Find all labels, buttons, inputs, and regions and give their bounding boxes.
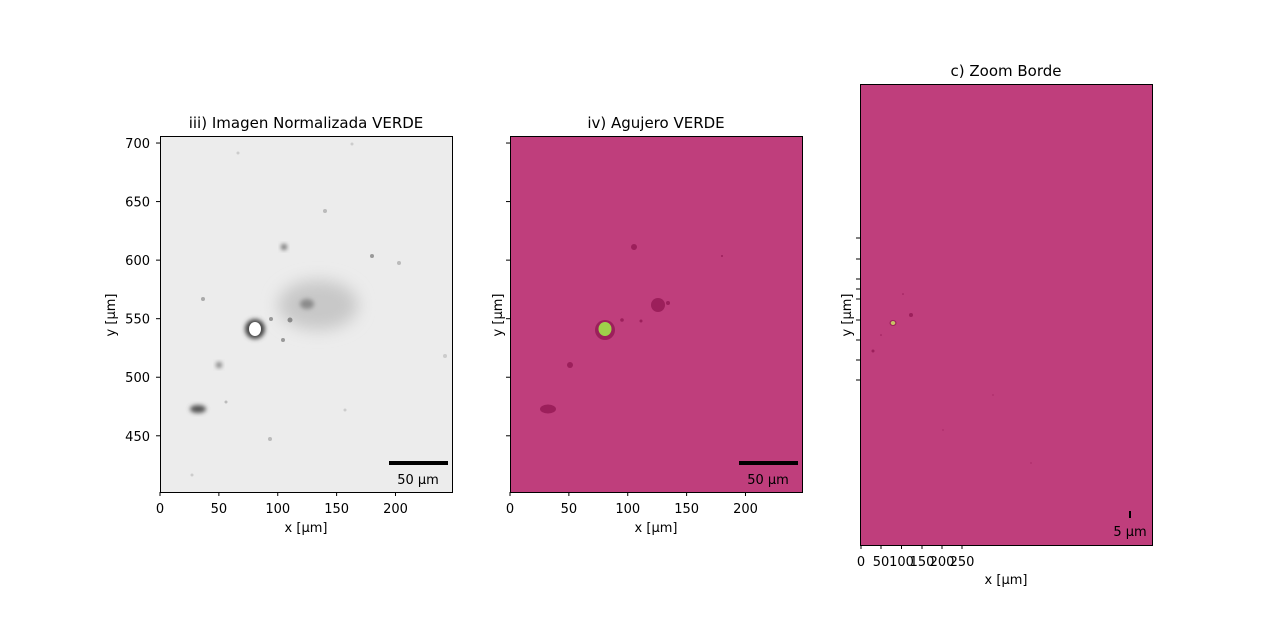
scale-bar-label: 50 µm [747,473,789,488]
chart-title: iii) Imagen Normalizada VERDE [189,114,424,132]
x-tick-label: 100 [615,502,640,517]
y-axis [506,142,510,437]
panel-zoom-border: c) Zoom Borde 5 µm [840,62,1153,588]
y-axis: 450 500 550 600 650 700 [125,137,160,445]
x-axis: 0 50 100 150 200 [156,492,408,517]
x-axis-label: x [µm] [635,521,678,536]
zoom-features [871,293,1032,464]
x-tick-label: 0 [857,555,865,570]
y-axis-label: y [µm] [840,294,855,337]
x-tick-label: 150 [324,502,349,517]
segmentation-image [510,136,802,492]
panel-hole-mask: iv) Agujero VERDE 50 µm 0 50 100 150 200 x [… [491,114,803,536]
x-axis: 0 50 100 150 200 [506,492,758,517]
plot-frame [160,136,453,493]
y-tick-label: 700 [125,137,150,152]
x-axis-label: x [µm] [985,573,1028,588]
x-tick-label: 200 [733,502,758,517]
x-tick-label: 150 [910,555,935,570]
x-tick-label: 200 [930,555,955,570]
scale-bar-label: 50 µm [397,473,439,488]
chart-title: c) Zoom Borde [951,62,1062,80]
x-tick-label: 50 [211,502,228,517]
x-tick-label: 100 [265,502,290,517]
plot-frame [860,84,1153,546]
y-tick-label: 550 [125,313,150,328]
y-axis [856,237,860,381]
x-tick-label: 50 [873,555,890,570]
scale-bar [739,461,798,465]
scale-bar [1129,511,1131,518]
x-tick-label: 0 [156,502,164,517]
x-tick-label: 100 [889,555,914,570]
y-tick-label: 650 [125,196,150,211]
x-tick-label: 200 [383,502,408,517]
x-tick-label: 0 [506,502,514,517]
y-tick-label: 450 [125,430,150,445]
x-axis-label: x [µm] [285,521,328,536]
x-tick-label: 50 [561,502,578,517]
zoom-image [860,84,1152,545]
x-tick-label: 150 [674,502,699,517]
x-axis: 0 50 100 150 200 250 [857,545,975,570]
chart-title: iv) Agujero VERDE [587,114,724,132]
y-tick-label: 600 [125,254,150,269]
x-tick-label: 250 [950,555,975,570]
y-axis-label: y [µm] [491,294,506,337]
panel-normalized-image: iii) Imagen Normalizada VERDE [104,114,453,536]
grayscale-image [160,136,452,492]
plot-frame [510,136,803,493]
scale-bar-label: 5 µm [1113,525,1146,540]
y-axis-label: y [µm] [104,294,119,337]
y-tick-label: 500 [125,371,150,386]
scale-bar [389,461,448,465]
